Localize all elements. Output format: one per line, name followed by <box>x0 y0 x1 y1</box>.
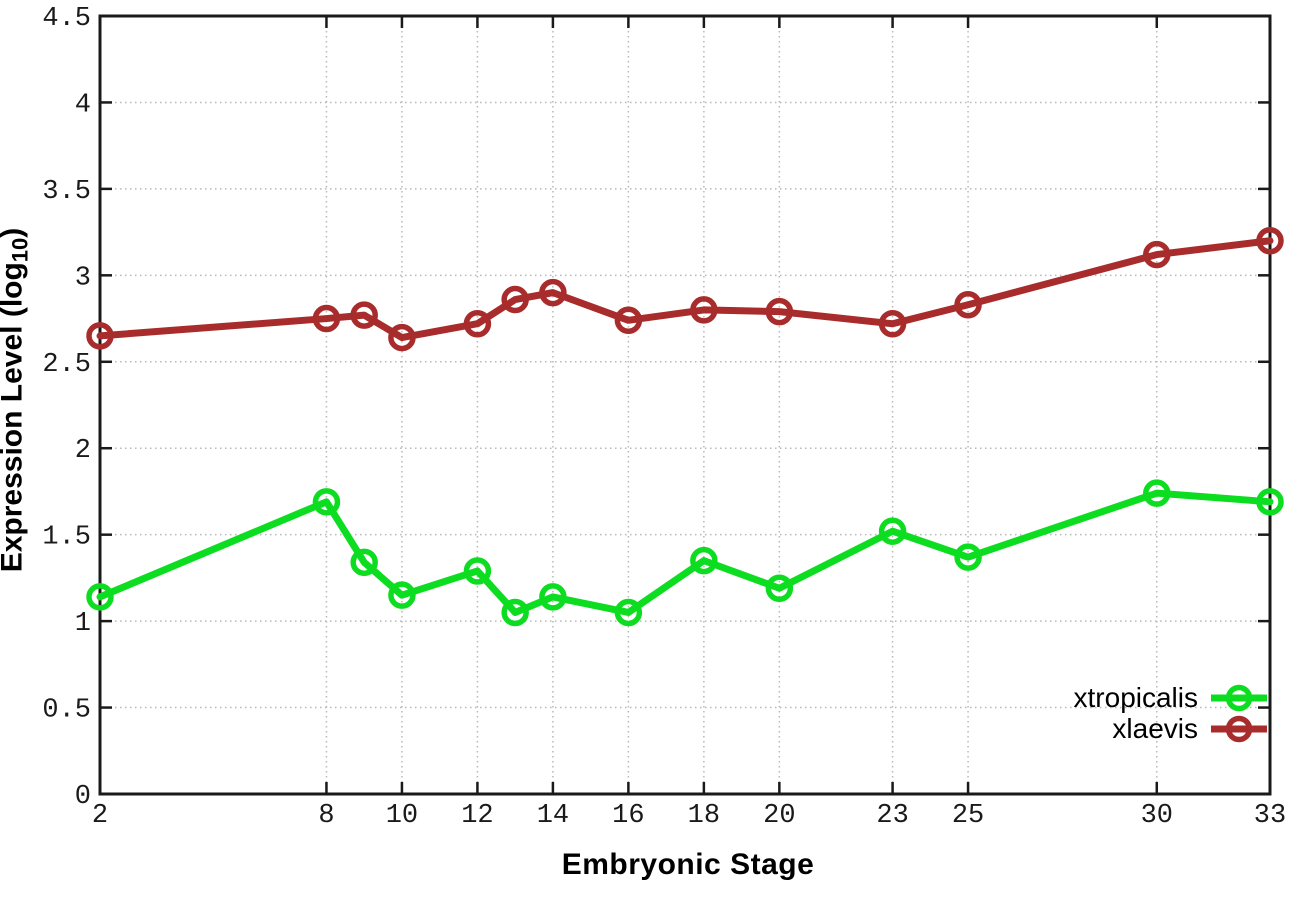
y-axis-title-close: ) <box>0 228 29 238</box>
data-point-xtropicalis <box>350 548 378 577</box>
x-tick-label: 14 <box>537 801 569 831</box>
x-tick-label: 12 <box>461 801 493 831</box>
y-tick-label: 0.5 <box>42 696 91 726</box>
y-tick-label: 3.5 <box>42 177 91 207</box>
legend-item-xlaevis: xlaevis <box>1074 713 1268 744</box>
data-point-xtropicalis <box>878 517 907 545</box>
data-point-xlaevis <box>1256 227 1284 255</box>
y-tick-label: 4.5 <box>42 4 91 34</box>
data-point-xlaevis <box>954 290 982 319</box>
data-point-xtropicalis <box>1143 479 1171 507</box>
plot-border <box>98 14 1272 796</box>
y-tick-label: 0 <box>75 782 91 812</box>
x-tick-label: 16 <box>612 801 644 831</box>
series-line-xtropicalis <box>96 489 1274 616</box>
data-point-xlaevis <box>690 296 718 324</box>
data-point-xlaevis <box>350 301 378 329</box>
chart-legend: xtropicalis xlaevis <box>1073 682 1268 744</box>
data-point-xlaevis <box>539 278 567 307</box>
y-tick-label: 1 <box>75 609 91 639</box>
data-point-xlaevis <box>463 309 492 338</box>
data-point-xtropicalis <box>1256 488 1284 516</box>
data-point-xlaevis <box>388 323 416 352</box>
x-tick-label: 18 <box>688 801 720 831</box>
x-tick-label: 33 <box>1254 801 1286 831</box>
y-axis-title-subscript: 10 <box>7 237 33 263</box>
data-point-xlaevis <box>614 306 643 335</box>
y-tick-label: 2 <box>75 436 91 466</box>
legend-label-xtropicalis: xtropicalis <box>1073 682 1198 713</box>
data-point-xtropicalis <box>501 598 529 627</box>
data-point-xlaevis <box>765 297 794 326</box>
data-point-xlaevis <box>86 322 114 350</box>
legend-item-xtropicalis: xtropicalis <box>1073 682 1268 713</box>
data-point-xtropicalis <box>539 583 567 611</box>
y-tick-label: 1.5 <box>42 523 91 553</box>
data-point-xtropicalis <box>614 598 643 627</box>
legend-marker-xlaevis <box>1211 715 1267 743</box>
x-tick-label: 25 <box>952 801 984 831</box>
data-point-xtropicalis <box>312 488 341 516</box>
series-line-xlaevis <box>96 237 1274 342</box>
data-point-xtropicalis <box>388 581 416 609</box>
data-point-xtropicalis <box>765 574 794 603</box>
data-point-xlaevis <box>878 309 907 338</box>
y-tick-label: 4 <box>75 90 91 120</box>
y-tick-label: 3 <box>75 263 91 293</box>
x-tick-label: 30 <box>1141 801 1173 831</box>
data-point-xtropicalis <box>690 546 718 575</box>
x-axis-title: Embryonic Stage <box>561 848 815 881</box>
data-point-xlaevis <box>312 304 341 333</box>
x-tick-label: 8 <box>318 801 334 831</box>
x-tick-label: 10 <box>386 801 418 831</box>
y-tick-label: 2.5 <box>42 350 91 380</box>
data-point-xlaevis <box>501 285 529 314</box>
x-tick-label: 23 <box>876 801 908 831</box>
legend-label-xlaevis: xlaevis <box>1112 713 1198 744</box>
data-point-xtropicalis <box>463 557 492 585</box>
x-tick-label: 20 <box>763 801 795 831</box>
x-tick-label: 2 <box>92 801 108 831</box>
data-point-xtropicalis <box>954 543 982 571</box>
data-point-xtropicalis <box>86 583 114 611</box>
legend-marker-xtropicalis <box>1211 684 1267 712</box>
data-point-xlaevis <box>1143 240 1171 269</box>
y-axis-title-text: Expression Level (log <box>0 262 29 573</box>
